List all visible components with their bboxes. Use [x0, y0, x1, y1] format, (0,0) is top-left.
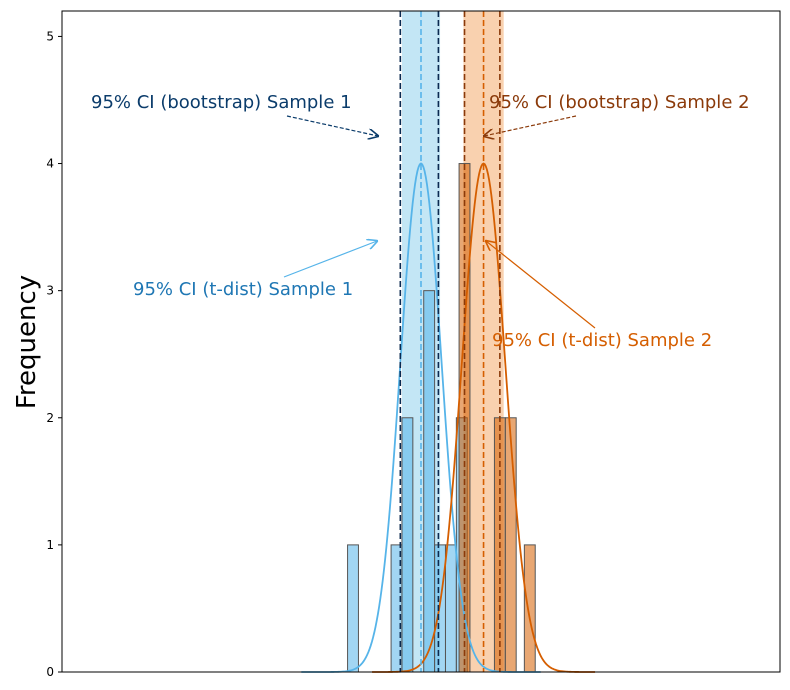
y-tick-label-3: 3: [46, 284, 54, 298]
annotation-bootstrap-sample2: 95% CI (bootstrap) Sample 2: [489, 92, 750, 113]
pdf-curve-sample-2: [372, 162, 596, 673]
y-tick-label-5: 5: [46, 29, 54, 43]
histogram-bar-s2-4: [523, 544, 536, 673]
y-axis-label: Frequency: [12, 275, 42, 409]
y-tick-label-0: 0: [46, 665, 54, 679]
histogram-bar-s2-3: [504, 417, 517, 673]
annotations: 95% CI (bootstrap) Sample 1 95% CI (boot…: [91, 92, 750, 351]
histogram-bar-s1-3: [401, 417, 414, 673]
histogram-bar-s1-6: [444, 544, 457, 673]
annotation-bootstrap-sample1: 95% CI (bootstrap) Sample 1: [91, 92, 352, 113]
arrow-tdist-sample1: [283, 241, 377, 278]
arrow-bootstrap-sample1: [286, 115, 378, 136]
annotation-tdist-sample1: 95% CI (t-dist) Sample 1: [133, 279, 353, 300]
plot-frame: [61, 10, 781, 673]
histogram-bar-s1-1: [347, 544, 359, 673]
y-tick-label-2: 2: [46, 411, 54, 425]
arrow-bootstrap-sample2: [484, 115, 577, 136]
y-tick-label-1: 1: [46, 538, 54, 552]
axes: 0 1 2 3 4 5: [46, 10, 781, 679]
arrow-tdist-sample2: [486, 241, 596, 329]
y-tick-label-4: 4: [46, 157, 54, 171]
annotation-tdist-sample2: 95% CI (t-dist) Sample 2: [492, 330, 712, 351]
histogram-bar-s1-4: [423, 290, 436, 673]
